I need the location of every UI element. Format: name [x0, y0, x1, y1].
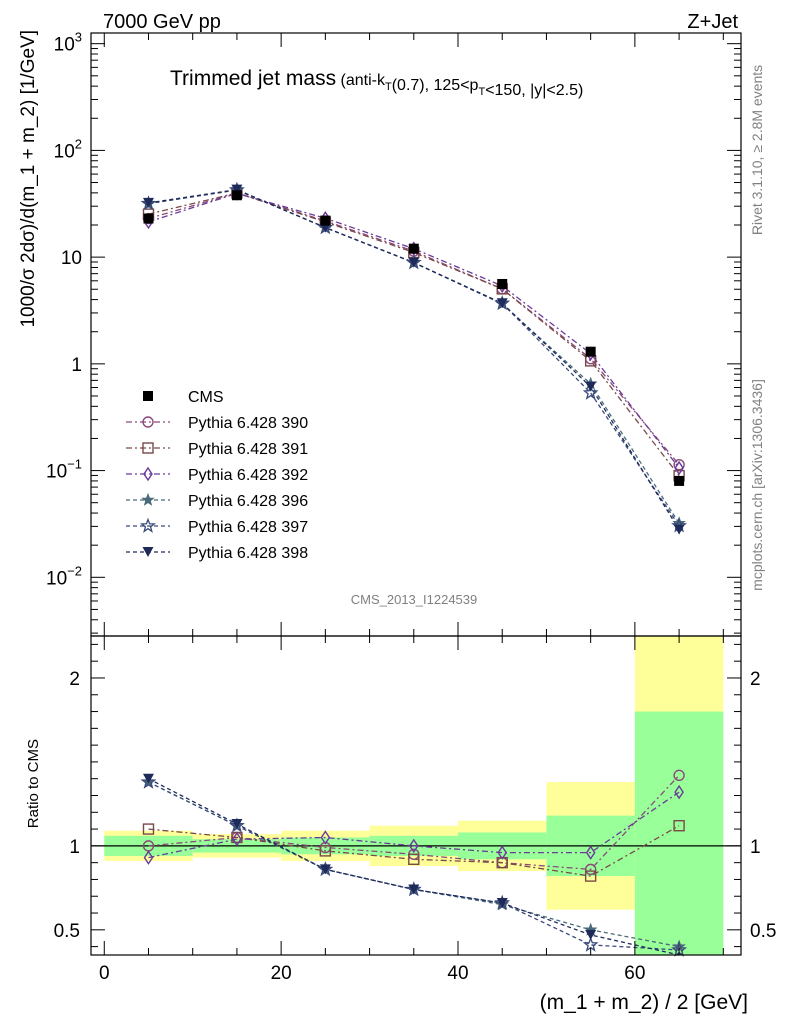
marker-triangle-down — [408, 257, 420, 268]
marker-triangle-down — [408, 884, 420, 895]
chart-title-main: Trimmed jet mass — [170, 67, 336, 90]
ratio-y-tick-label-left: 1 — [69, 837, 80, 858]
marker-diamond — [143, 850, 154, 865]
legend: CMS Pythia 6.428 390 Pythia 6.428 391 Pythi… — [126, 389, 308, 562]
marker-triangle-down — [585, 929, 597, 940]
marker-triangle-down — [142, 773, 154, 784]
marker-square — [142, 823, 155, 835]
marker-star-open — [582, 936, 599, 952]
marker-square — [584, 870, 597, 882]
marker-square — [673, 820, 685, 832]
legend-label: Pythia 6.428 391 — [188, 441, 308, 458]
header-right: Z+Jet — [687, 11, 738, 33]
y-tick-label: 1 — [71, 355, 82, 376]
marker-data — [231, 190, 242, 201]
marker-triangle-down — [496, 298, 508, 309]
series-line-ratio — [148, 791, 680, 859]
marker-diamond — [408, 838, 419, 854]
ratio-y-tick-label-right: 0.5 — [750, 921, 776, 942]
marker-square — [319, 845, 332, 857]
uncertainty-bands — [91, 636, 741, 955]
marker-diamond — [674, 460, 684, 476]
x-axis-label: (m_1 + m_2) / 2 [GeV] — [540, 991, 748, 1014]
marker-triangle-down — [231, 184, 243, 195]
marker-diamond — [143, 466, 153, 482]
marker-circle — [584, 863, 597, 876]
marker-triangle-down — [231, 819, 243, 830]
y-tick-label: 102 — [54, 136, 82, 162]
series-line-main — [148, 192, 680, 477]
marker-star-open — [140, 773, 157, 789]
marker-data — [143, 391, 153, 401]
marker-circle — [142, 416, 154, 428]
marker-data — [585, 346, 596, 357]
legend-label: Pythia 6.428 392 — [188, 467, 308, 484]
legend-label: Pythia 6.428 390 — [188, 415, 308, 432]
marker-triangle-down — [496, 897, 508, 908]
marker-triangle-down — [142, 197, 154, 208]
marker-circle — [673, 769, 685, 782]
marker-data — [320, 215, 331, 226]
y-tick-label: 10−2 — [46, 563, 82, 589]
y-tick-label: 103 — [54, 30, 82, 56]
x-tick-label: 40 — [447, 963, 468, 984]
x-tick-label: 0 — [99, 963, 110, 984]
marker-diamond — [232, 831, 242, 847]
watermark: CMS_2013_I1224539 — [351, 592, 478, 607]
marker-data — [497, 278, 508, 289]
marker-square — [408, 853, 420, 865]
marker-triangle-down — [673, 524, 685, 535]
y-tick-label: 10 — [61, 248, 82, 269]
y-tick-label: 10−1 — [46, 457, 82, 483]
header-left: 7000 GeV pp — [103, 11, 221, 33]
x-tick-label: 60 — [624, 963, 645, 984]
marker-diamond — [674, 784, 684, 800]
ratio-y-tick-label-left: 0.5 — [54, 921, 80, 942]
legend-label: CMS — [188, 389, 224, 406]
marker-star-open — [140, 517, 156, 533]
ratio-y-tick-label-right: 1 — [750, 837, 761, 858]
marker-triangle-down — [319, 864, 331, 875]
marker-diamond — [497, 845, 508, 860]
marker-diamond — [320, 830, 331, 845]
marker-square — [142, 442, 154, 454]
marker-diamond — [585, 845, 596, 860]
rivet-label: Rivet 3.1.10, ≥ 2.8M events — [749, 65, 765, 235]
band-inner — [634, 711, 724, 955]
mcplots-label: mcplots.cern.ch [arXiv:1306.3436] — [749, 379, 765, 591]
marker-star-open — [582, 384, 599, 400]
marker-data — [408, 243, 419, 254]
marker-data — [143, 213, 154, 224]
legend-label: Pythia 6.428 397 — [188, 519, 308, 536]
x-tick-label: 20 — [271, 963, 292, 984]
ratio-y-tick-label-left: 2 — [69, 669, 80, 690]
legend-label: Pythia 6.428 396 — [188, 493, 308, 510]
y-axis-label-ratio: Ratio to CMS — [25, 739, 42, 828]
marker-data — [674, 475, 685, 486]
marker-triangle-down — [585, 381, 597, 392]
y-axis-label-main: 1000/σ 2dσ)/d(m_1 + m_2) [1/GeV] — [18, 30, 39, 328]
ratio-y-tick-label-right: 2 — [750, 669, 761, 690]
chart-title-sub: (anti-kT(0.7), 125<pT<150, |y|<2.5) — [341, 72, 584, 99]
series-markers — [140, 181, 688, 957]
legend-label: Pythia 6.428 398 — [188, 545, 308, 562]
chart-title: Trimmed jet mass (anti-kT(0.7), 125<pT<1… — [170, 67, 583, 99]
marker-circle — [673, 458, 685, 471]
marker-triangle-down — [142, 547, 154, 557]
marker-star — [141, 492, 155, 506]
